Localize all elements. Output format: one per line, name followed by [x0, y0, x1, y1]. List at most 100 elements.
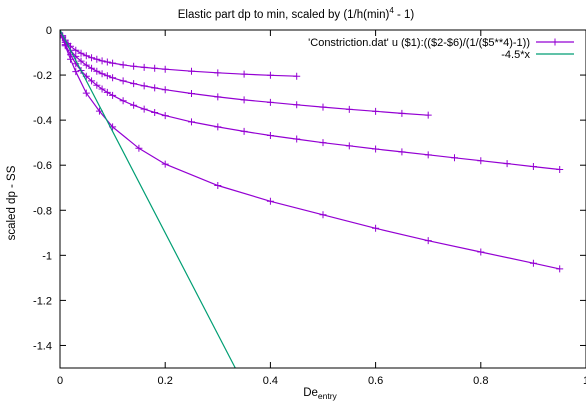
data-point — [319, 139, 327, 147]
data-point — [398, 109, 406, 117]
y-tick-label: -0.4 — [33, 115, 52, 127]
data-point — [67, 55, 75, 63]
data-point — [161, 160, 169, 168]
data-point — [130, 62, 138, 70]
data-point — [98, 85, 106, 93]
data-point — [161, 112, 169, 120]
data-point — [293, 72, 301, 80]
x-tick-label: 0.6 — [368, 375, 383, 387]
series-line — [60, 30, 297, 77]
data-point — [109, 59, 117, 67]
data-point — [556, 265, 564, 273]
data-point — [477, 157, 485, 165]
legend-label: 'Constriction.dat' u ($1):(($2-$6)/(1/($… — [308, 37, 530, 49]
data-point — [477, 248, 485, 256]
data-point — [119, 97, 127, 105]
data-point — [214, 181, 222, 189]
y-tick-label: -1 — [42, 250, 52, 262]
data-point — [109, 74, 117, 82]
data-point — [529, 259, 537, 267]
data-point — [135, 144, 143, 152]
y-tick-label: 0 — [46, 25, 52, 37]
data-point — [451, 154, 458, 162]
y-axis-label: scaled dp - SS — [6, 165, 18, 240]
data-point — [109, 91, 117, 99]
data-point — [293, 135, 301, 143]
data-point — [103, 72, 111, 80]
series-layer — [60, 30, 564, 368]
data-point — [266, 197, 274, 205]
data-point — [319, 103, 327, 111]
data-point — [293, 101, 301, 109]
data-point — [77, 57, 85, 65]
data-point — [424, 237, 432, 245]
data-point — [556, 165, 564, 173]
data-point — [424, 151, 432, 159]
data-point — [529, 163, 537, 171]
data-point — [372, 145, 380, 153]
chart-title: Elastic part dp to min, scaled by (1/h(m… — [178, 6, 415, 21]
data-point — [214, 69, 222, 77]
data-point — [98, 57, 106, 65]
data-point — [214, 123, 222, 131]
data-point — [424, 111, 432, 119]
series-line — [60, 30, 236, 368]
y-tick-label: -1.4 — [33, 340, 52, 352]
data-point — [188, 118, 195, 126]
data-point — [82, 89, 90, 97]
y-tick-label: -0.8 — [33, 205, 52, 217]
data-point — [103, 88, 111, 96]
data-point — [130, 101, 138, 109]
data-point — [140, 105, 148, 113]
legend-marker — [551, 38, 559, 46]
data-point — [88, 64, 96, 72]
x-tick-label: 0 — [57, 375, 63, 387]
data-point — [188, 67, 195, 75]
data-point — [398, 148, 406, 156]
plot-border — [59, 29, 586, 369]
x-tick-label: 0.8 — [473, 375, 488, 387]
data-point — [88, 54, 96, 62]
data-point — [82, 61, 90, 69]
data-point — [266, 131, 274, 139]
data-point — [151, 64, 159, 72]
data-point — [214, 93, 222, 101]
data-point — [72, 68, 80, 76]
series-line — [60, 30, 560, 171]
data-point — [140, 82, 148, 90]
data-point — [93, 81, 101, 89]
data-point — [130, 80, 138, 88]
data-point — [82, 52, 90, 60]
data-point — [93, 55, 101, 63]
data-point — [240, 96, 248, 104]
data-point — [93, 67, 101, 75]
data-point — [98, 70, 106, 78]
y-tick-label: -1.2 — [33, 295, 52, 307]
data-point — [188, 90, 195, 98]
x-axis-label: Deentry — [303, 387, 337, 401]
data-point — [161, 86, 169, 94]
data-point — [345, 142, 353, 150]
data-point — [503, 160, 511, 168]
data-point — [372, 224, 380, 232]
data-point — [266, 98, 274, 106]
data-point — [240, 127, 248, 135]
data-point — [88, 77, 96, 85]
ticks-layer: 0 0.2 0.4 0.6 0.8 1 0 -0.2 -0.4 -0.6 -0.8 -1 -1.2 -1.… — [33, 25, 586, 387]
data-point — [319, 211, 327, 219]
data-point — [119, 61, 127, 69]
data-point — [345, 105, 353, 113]
y-tick-label: -0.2 — [33, 70, 52, 82]
data-point — [151, 108, 159, 116]
data-point — [140, 63, 148, 71]
data-point — [119, 77, 127, 85]
data-point — [77, 49, 85, 57]
data-point — [161, 65, 169, 73]
data-point — [103, 58, 111, 66]
y-tick-label: -0.6 — [33, 160, 52, 172]
x-tick-label: 1 — [583, 375, 586, 387]
data-point — [266, 71, 274, 79]
data-point — [151, 84, 159, 92]
x-tick-label: 0.4 — [263, 375, 278, 387]
